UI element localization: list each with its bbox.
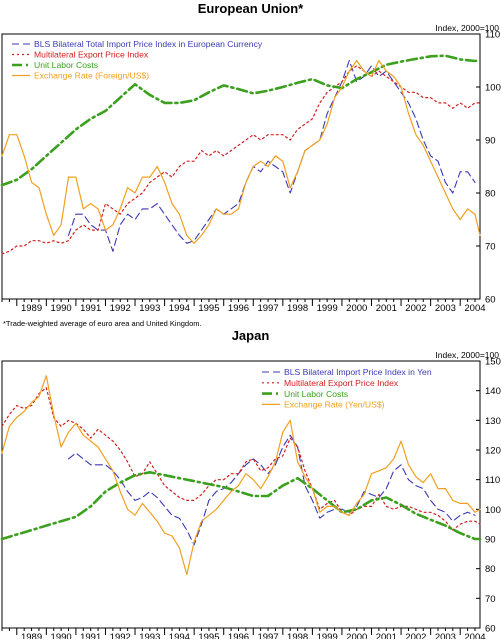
y-tick-label-eu-90: 90 [485, 136, 496, 147]
y-tick-label-jp-120: 120 [485, 446, 501, 457]
legend-label-jp-3: Exchange Rate (Yen/US$) [284, 400, 385, 410]
series-line-jp-2 [0, 470, 482, 541]
x-tick-label-jp-1994: 1994 [169, 632, 190, 639]
x-tick-label-jp-2001: 2001 [376, 632, 397, 639]
x-tick-label-eu-1991: 1991 [80, 303, 101, 314]
x-tick-label-eu-1997: 1997 [257, 303, 278, 314]
series-line-eu-2 [0, 54, 482, 187]
x-tick-label-jp-1990: 1990 [51, 632, 72, 639]
series-line-eu-3 [1, 59, 481, 244]
y-tick-label-jp-140: 140 [485, 386, 501, 397]
y-tick-label-jp-150: 150 [485, 357, 501, 368]
x-tick-label-jp-1992: 1992 [110, 632, 131, 639]
x-tick-label-jp-2000: 2000 [346, 632, 367, 639]
x-tick-label-eu-2001: 2001 [376, 303, 397, 314]
x-tick-label-jp-1998: 1998 [287, 632, 308, 639]
y-tick-label-jp-80: 80 [485, 564, 496, 575]
x-tick-label-eu-2002: 2002 [405, 303, 426, 314]
chart-title-eu: European Union* [197, 1, 304, 16]
x-tick-label-eu-1993: 1993 [139, 303, 160, 314]
y-tick-label-jp-60: 60 [485, 624, 496, 635]
x-tick-label-jp-2002: 2002 [405, 632, 426, 639]
plot-frame-eu [1, 33, 481, 300]
x-tick-label-eu-1998: 1998 [287, 303, 308, 314]
x-tick-label-jp-1995: 1995 [198, 632, 219, 639]
series-line-jp-3 [1, 375, 481, 576]
y-tick-label-eu-80: 80 [485, 189, 496, 200]
x-tick-label-eu-1990: 1990 [51, 303, 72, 314]
x-tick-label-eu-1995: 1995 [198, 303, 219, 314]
x-tick-label-eu-1999: 1999 [317, 303, 338, 314]
x-tick-label-jp-2003: 2003 [435, 632, 456, 639]
y-tick-label-jp-70: 70 [485, 594, 496, 605]
x-tick-label-eu-1989: 1989 [21, 303, 42, 314]
y-tick-label-eu-70: 70 [485, 242, 496, 253]
x-tick-label-jp-2004: 2004 [464, 632, 485, 639]
x-tick-label-eu-1994: 1994 [169, 303, 190, 314]
x-tick-label-jp-1996: 1996 [228, 632, 249, 639]
footnote-eu: *Trade-weighted average of euro area and… [3, 319, 202, 328]
x-tick-label-jp-1999: 1999 [317, 632, 338, 639]
series-line-jp-0 [67, 434, 476, 546]
plot-frame-jp [1, 360, 481, 629]
x-tick-label-eu-2003: 2003 [435, 303, 456, 314]
x-tick-label-eu-2004: 2004 [464, 303, 485, 314]
legend-label-eu-1: Multilateral Export Price Index [34, 50, 149, 60]
y-tick-label-eu-100: 100 [485, 83, 501, 94]
x-tick-label-jp-1997: 1997 [257, 632, 278, 639]
y-tick-label-jp-110: 110 [485, 475, 500, 486]
legend-label-eu-2: Unit Labor Costs [34, 60, 98, 70]
chart-title-japan: Japan [231, 328, 270, 343]
x-tick-label-jp-1991: 1991 [80, 632, 101, 639]
series-line-eu-1 [1, 65, 481, 255]
legend-label-eu-3: Exchange Rate (Foreign/US$) [34, 71, 149, 81]
legend-label-eu-0: BLS Bilateral Total Import Price Index i… [34, 39, 263, 49]
x-tick-label-eu-2000: 2000 [346, 303, 367, 314]
x-tick-label-jp-1993: 1993 [139, 632, 160, 639]
x-tick-label-eu-1996: 1996 [228, 303, 249, 314]
legend-label-jp-2: Unit Labor Costs [284, 389, 348, 399]
y-axis-label-eu: Index, 2000=100 [435, 23, 499, 33]
y-tick-label-eu-110: 110 [485, 30, 500, 41]
y-tick-label-eu-60: 60 [485, 295, 496, 306]
legend-label-jp-1: Multilateral Export Price Index [284, 378, 399, 388]
y-tick-label-jp-90: 90 [485, 535, 496, 546]
y-tick-label-jp-130: 130 [485, 416, 501, 427]
series-line-eu-0 [67, 59, 476, 252]
x-tick-label-jp-1989: 1989 [21, 632, 42, 639]
x-tick-label-eu-1992: 1992 [110, 303, 131, 314]
legend-label-jp-0: BLS Bilateral Import Price Index in Yen [284, 367, 432, 377]
y-tick-label-jp-100: 100 [485, 505, 501, 516]
y-axis-label-jp: Index, 2000=100 [435, 350, 499, 360]
